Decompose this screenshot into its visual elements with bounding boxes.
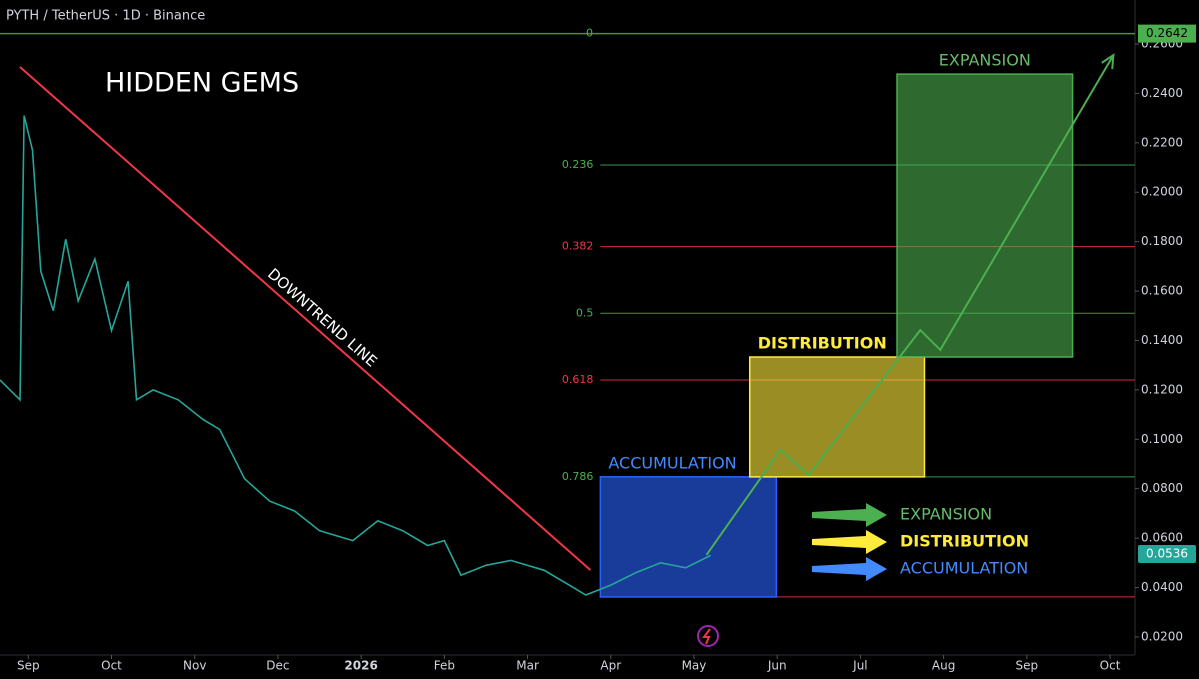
y-tick-label: 0.0200 — [1141, 629, 1183, 643]
price-tag-label: 0.2642 — [1146, 26, 1188, 40]
y-tick-label: 0.1400 — [1141, 333, 1183, 347]
x-tick-label: Jun — [767, 659, 787, 673]
fib-label: 0.786 — [562, 470, 594, 483]
icon-bolt — [702, 628, 711, 645]
zone-label: EXPANSION — [939, 51, 1031, 70]
last-price-label: 0.0536 — [1146, 546, 1188, 560]
x-tick-label: Aug — [932, 659, 955, 673]
icon[interactable] — [697, 625, 719, 647]
x-tick-label: Sep — [17, 659, 40, 673]
last-price-tag — [1138, 544, 1196, 563]
x-tick-label: Feb — [434, 659, 455, 673]
fib-label: 0.382 — [562, 240, 594, 253]
legend-label: ACCUMULATION — [900, 559, 1028, 578]
zone-label: ACCUMULATION — [608, 453, 736, 472]
y-tick-label: 0.2000 — [1141, 185, 1183, 199]
y-tick-label: 0.0600 — [1141, 531, 1183, 545]
projection-arrowhead — [1101, 53, 1115, 70]
projection-line — [705, 54, 1115, 556]
zone-box — [748, 356, 926, 478]
symbol-title: PYTH / TetherUS · 1D · Binance — [6, 9, 205, 24]
x-tick-label: Oct — [1100, 659, 1121, 673]
y-tick-label: 0.1800 — [1141, 234, 1183, 248]
x-tick-label: 2026 — [344, 659, 377, 673]
legend-arrow — [812, 530, 887, 554]
trendline — [19, 66, 592, 571]
price-line — [0, 115, 711, 596]
y-tick-label: 0.2400 — [1141, 86, 1183, 100]
x-tick-label: Nov — [183, 659, 206, 673]
y-tick-label: 0.0400 — [1141, 580, 1183, 594]
zone-box — [896, 73, 1074, 358]
legend-label: DISTRIBUTION — [900, 532, 1029, 551]
legend-arrow — [812, 503, 887, 527]
fib-label: 0.236 — [562, 158, 594, 171]
x-tick-label: Dec — [266, 659, 289, 673]
x-tick-label: Apr — [600, 659, 621, 673]
x-tick-label: May — [682, 659, 707, 673]
fib-label: 0.618 — [562, 373, 594, 386]
legend-arrow — [812, 557, 887, 581]
y-tick-label: 0.1200 — [1141, 382, 1183, 396]
y-tick-label: 0.1000 — [1141, 432, 1183, 446]
y-tick-label: 0.0800 — [1141, 481, 1183, 495]
x-tick-label: Sep — [1016, 659, 1039, 673]
x-tick-label: Mar — [516, 659, 539, 673]
fib-label: 0 — [586, 27, 593, 40]
x-tick-label: Jul — [852, 659, 867, 673]
y-tick-label: 0.1600 — [1141, 284, 1183, 298]
y-tick-label: 0.2200 — [1141, 135, 1183, 149]
price-tag — [1138, 24, 1196, 43]
x-tick-label: Oct — [101, 659, 122, 673]
legend-label: EXPANSION — [900, 505, 992, 524]
annotation: HIDDEN GEMS — [105, 68, 299, 99]
fib-label: 0.5 — [576, 306, 594, 319]
zone-label: DISTRIBUTION — [758, 334, 887, 353]
